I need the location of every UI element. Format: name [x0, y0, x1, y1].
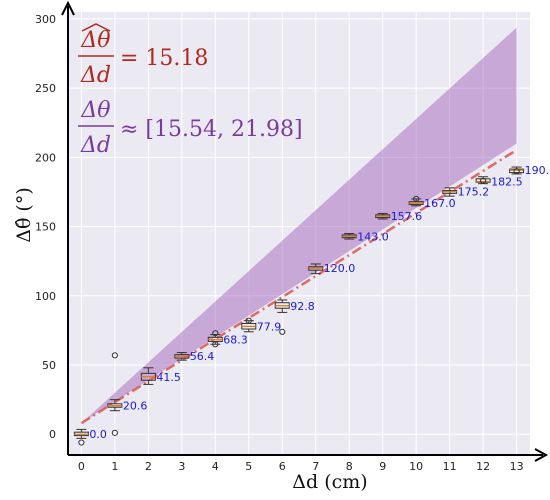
- value-label: 143.0: [357, 230, 389, 243]
- boxplot: [442, 187, 458, 197]
- boxplot: [475, 176, 491, 185]
- x-tick-label: 1: [111, 460, 118, 473]
- value-label: 182.5: [491, 176, 523, 189]
- boxplot: [341, 233, 357, 240]
- outlier-point: [111, 352, 118, 359]
- box: [475, 178, 491, 183]
- boxplot: [107, 352, 123, 436]
- outlier-point: [212, 330, 219, 337]
- y-tick-label: 50: [42, 359, 56, 372]
- y-axis-title: Δθ̂ (°): [13, 187, 35, 243]
- axes: [61, 0, 549, 462]
- value-label: 0.0: [89, 428, 107, 441]
- boxplot: [274, 299, 290, 335]
- plot-background: [68, 12, 530, 455]
- annotation-band-den: Δd: [80, 133, 111, 158]
- y-tick-label: 250: [35, 82, 56, 95]
- value-label: 120.0: [324, 262, 356, 275]
- value-label: 56.4: [190, 350, 215, 363]
- annotation-fit-hat: [81, 23, 111, 32]
- x-tick-label: 5: [245, 460, 252, 473]
- annotation-band-num: Δθ: [80, 98, 110, 123]
- outlier-point: [212, 341, 219, 348]
- y-tick-label: 200: [35, 151, 56, 164]
- annotation-fit-den: Δd: [80, 63, 111, 88]
- value-label: 41.5: [156, 371, 181, 384]
- boxplot: [241, 317, 257, 333]
- annotation-band-value: ≈ [15.54, 21.98]: [120, 117, 303, 142]
- confidence-band: [81, 27, 517, 424]
- x-axis-arrow: [534, 448, 549, 462]
- fit-line: [80, 148, 518, 425]
- boxplot: [375, 212, 391, 220]
- x-axis-title: Δd (cm): [292, 471, 367, 493]
- outlier-point: [413, 195, 420, 202]
- x-tick-label: 4: [212, 460, 219, 473]
- value-label: 175.2: [458, 186, 490, 199]
- x-tick-label: 10: [409, 460, 423, 473]
- boxplot: [174, 352, 190, 361]
- value-label: 92.8: [290, 300, 315, 313]
- boxplot: [308, 263, 324, 275]
- outlier-point: [279, 328, 286, 335]
- y-axis-arrow: [61, 0, 75, 16]
- value-labels: 0.0 20.6 41.5 56.4 68.3 77.9 92.8 120.0 143.0157…: [89, 164, 550, 441]
- outlier-point: [480, 177, 487, 184]
- value-label: 77.9: [257, 320, 282, 333]
- annotation-fit-value: = 15.18: [120, 46, 208, 71]
- x-tick-label: 0: [78, 460, 85, 473]
- x-tick-label: 3: [178, 460, 185, 473]
- annotation-band: Δθ Δd ≈ [15.54, 21.98]: [78, 98, 303, 158]
- grid: [68, 12, 530, 455]
- boxplot: [207, 330, 223, 348]
- value-label: 20.6: [123, 400, 148, 413]
- value-label: 190.8: [525, 164, 550, 177]
- x-tick-label: 11: [443, 460, 457, 473]
- outlier-point: [513, 168, 520, 175]
- x-tick-label: 12: [476, 460, 490, 473]
- boxplots: [73, 166, 525, 446]
- boxplot: [73, 428, 89, 446]
- annotation-fit-num: Δθ: [80, 28, 110, 53]
- value-label: 167.0: [424, 197, 456, 210]
- y-tick-label: 100: [35, 290, 56, 303]
- outlier-point: [78, 439, 85, 446]
- outlier-point: [111, 429, 118, 436]
- boxplot: [140, 367, 156, 385]
- x-tick-label: 6: [279, 460, 286, 473]
- y-tick-label: 150: [35, 221, 56, 234]
- value-label: 157.6: [391, 210, 423, 223]
- boxplot: [509, 166, 525, 175]
- x-tick-label: 9: [379, 460, 386, 473]
- x-tick-label: 13: [510, 460, 524, 473]
- value-label: 68.3: [223, 334, 248, 347]
- annotation-fit: Δθ Δd = 15.18: [78, 23, 208, 88]
- x-tick-label: 7: [312, 460, 319, 473]
- box: [509, 168, 525, 174]
- y-tick-label: 0: [49, 428, 56, 441]
- boxplot: [408, 195, 424, 207]
- x-tick-label: 8: [346, 460, 353, 473]
- x-tick-label: 2: [145, 460, 152, 473]
- y-tick-label: 300: [35, 13, 56, 26]
- outlier-point: [245, 317, 252, 324]
